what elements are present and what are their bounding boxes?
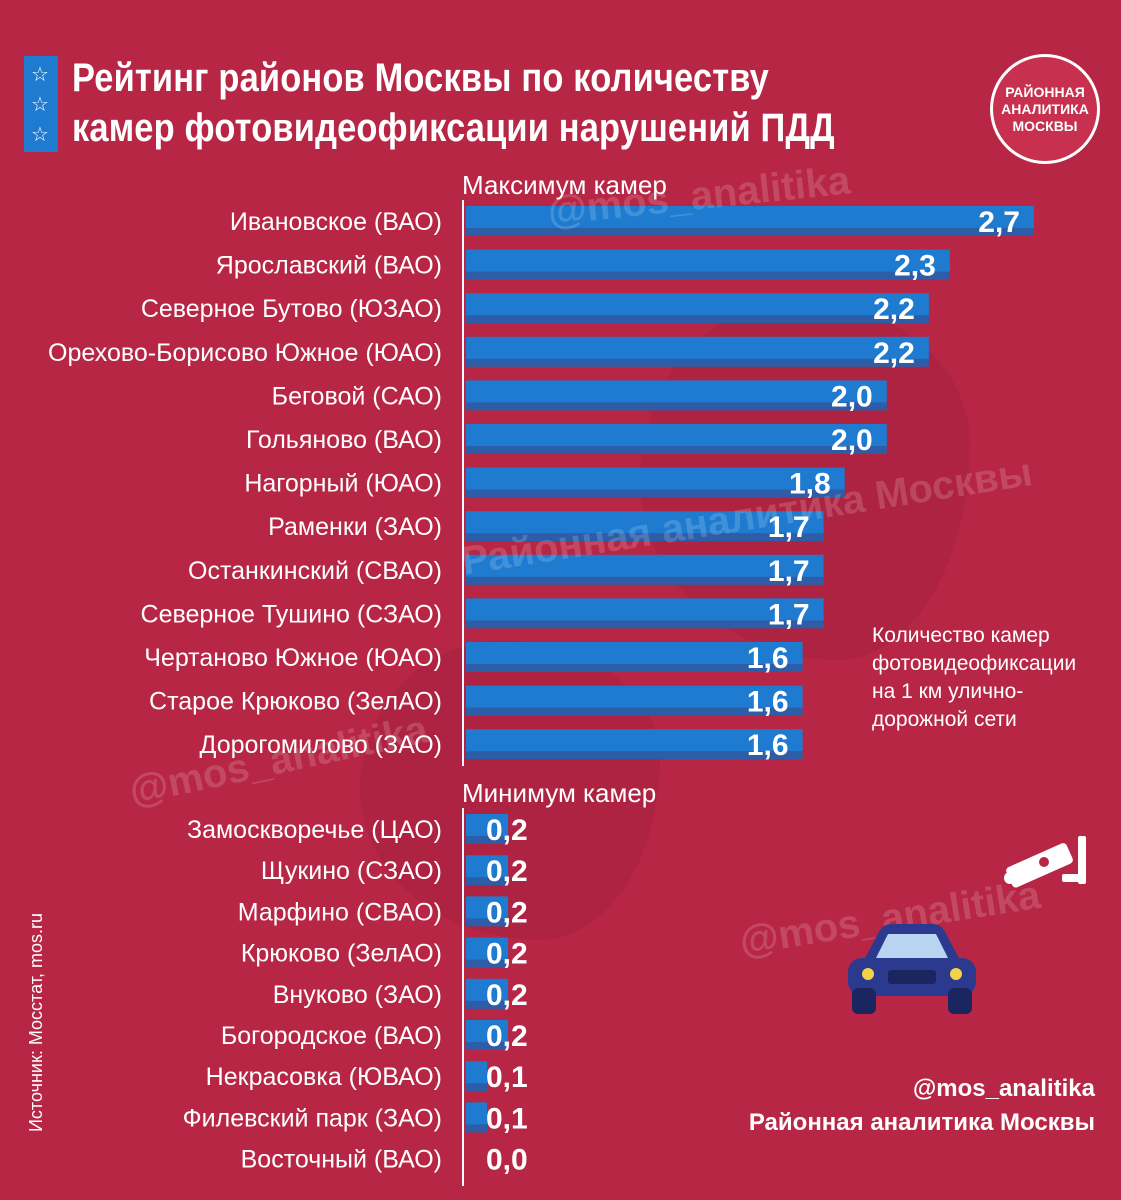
bar-category-label: Старое Крюково (ЗелАО)	[149, 688, 442, 716]
bar	[466, 511, 824, 534]
bar-value-label: 2,0	[831, 380, 873, 413]
bar-category-label: Нагорный (ЮАО)	[244, 470, 442, 498]
bar-value-label: 2,7	[978, 206, 1020, 239]
bar-category-label: Крюково (ЗелАО)	[241, 940, 442, 968]
bar	[466, 1102, 488, 1125]
car-icon	[842, 920, 982, 1025]
bar	[466, 598, 824, 621]
bar-value-label: 1,6	[747, 729, 789, 762]
bar	[466, 467, 845, 490]
bar	[466, 685, 803, 708]
bar-category-label: Богородское (ВАО)	[221, 1022, 442, 1050]
bar	[466, 293, 929, 316]
bar-category-label: Ивановское (ВАО)	[230, 208, 442, 236]
star-icon: ☆	[31, 122, 49, 146]
section-heading-max: Максимум камер	[462, 170, 667, 200]
bar	[466, 978, 509, 1001]
bar-category-label: Филевский парк (ЗАО)	[183, 1104, 442, 1132]
bar-category-label: Дорогомилово (ЗАО)	[200, 731, 443, 759]
logo-line: РАЙОННАЯ	[1005, 83, 1085, 100]
star-icon: ☆	[31, 62, 49, 86]
bar-value-label: 1,7	[768, 511, 810, 544]
source-note: Источник: Мосстат, mos.ru	[26, 913, 46, 1132]
bar	[466, 642, 803, 664]
logo-line: АНАЛИТИКА	[1001, 100, 1089, 117]
bar-category-label: Гольяново (ВАО)	[246, 426, 442, 454]
chart-title-line-2: камер фотовидеофиксации нарушений ПДД	[72, 106, 835, 150]
bar-category-label: Северное Тушино (СЗАО)	[141, 600, 442, 628]
bar-category-label: Раменки (ЗАО)	[268, 513, 442, 541]
bar-category-label: Марфино (СВАО)	[238, 898, 442, 926]
bar	[466, 206, 1034, 228]
bar-category-label: Чертаново Южное (ЮАО)	[144, 644, 442, 672]
bar-value-label: 1,7	[768, 555, 810, 588]
bar-value-label: 1,6	[747, 686, 789, 719]
bar-category-label: Останкинский (СВАО)	[188, 557, 442, 585]
bar-value-label: 2,0	[831, 424, 873, 457]
bar	[466, 896, 509, 919]
bar-value-label: 0,2	[486, 938, 528, 971]
chart-title-line-1: Рейтинг районов Москвы по количеству	[72, 56, 769, 100]
bar-category-label: Некрасовка (ЮВАО)	[206, 1063, 442, 1091]
bar-value-label: 2,2	[873, 293, 915, 326]
bar-category-label: Внуково (ЗАО)	[273, 981, 442, 1009]
legend-note: Количество камер фотовидеофиксации на 1 …	[872, 624, 1077, 731]
bar-value-label: 0,2	[486, 979, 528, 1012]
star-icon: ☆	[31, 92, 49, 116]
bar-value-label: 0,0	[486, 1144, 528, 1177]
bar-value-label: 2,2	[873, 337, 915, 370]
bar-category-label: Орехово-Борисово Южное (ЮАО)	[48, 339, 442, 367]
bar-category-label: Восточный (ВАО)	[241, 1146, 442, 1174]
bar	[466, 424, 887, 446]
bar	[466, 249, 950, 272]
brand-name: Районная аналитика Москвы	[748, 1109, 1095, 1136]
bar-category-label: Ярославский (ВАО)	[216, 252, 442, 280]
bar	[466, 380, 887, 403]
bar	[466, 1061, 488, 1084]
bar-category-label: Беговой (САО)	[272, 382, 442, 410]
axis-line-min	[462, 808, 464, 1186]
bar-value-label: 0,1	[486, 1102, 528, 1135]
bar	[466, 554, 824, 577]
brand-logo: РАЙОННАЯ АНАЛИТИКА МОСКВЫ	[990, 54, 1100, 164]
bar	[466, 336, 929, 359]
bar	[466, 855, 509, 878]
bar	[466, 937, 509, 960]
bar-category-label: Щукино (СЗАО)	[261, 857, 442, 885]
bar-value-label: 0,1	[486, 1061, 528, 1094]
bar	[466, 729, 803, 752]
brand-signature: @mos_analitika Районная аналитика Москвы	[749, 1072, 1095, 1140]
bar-value-label: 2,3	[894, 250, 936, 283]
bar-value-label: 0,2	[486, 855, 528, 888]
bar-category-label: Северное Бутово (ЮЗАО)	[141, 295, 442, 323]
bar	[466, 814, 509, 836]
bar-value-label: 0,2	[486, 814, 528, 847]
bar-value-label: 0,2	[486, 896, 528, 929]
bar	[466, 1020, 509, 1042]
logo-line: МОСКВЫ	[1012, 117, 1078, 134]
bar-value-label: 1,7	[768, 598, 810, 631]
bar-category-label: Замоскворечье (ЦАО)	[187, 816, 442, 844]
section-heading-min: Минимум камер	[462, 778, 657, 808]
bar-value-label: 0,2	[486, 1020, 528, 1053]
axis-line-max	[462, 200, 464, 766]
bar-value-label: 1,8	[789, 468, 831, 501]
brand-handle: @mos_analitika	[912, 1075, 1095, 1102]
bar-value-label: 1,6	[747, 642, 789, 675]
traffic-camera-icon	[1000, 834, 1100, 909]
title-stars-badge: ☆ ☆ ☆	[24, 56, 58, 152]
